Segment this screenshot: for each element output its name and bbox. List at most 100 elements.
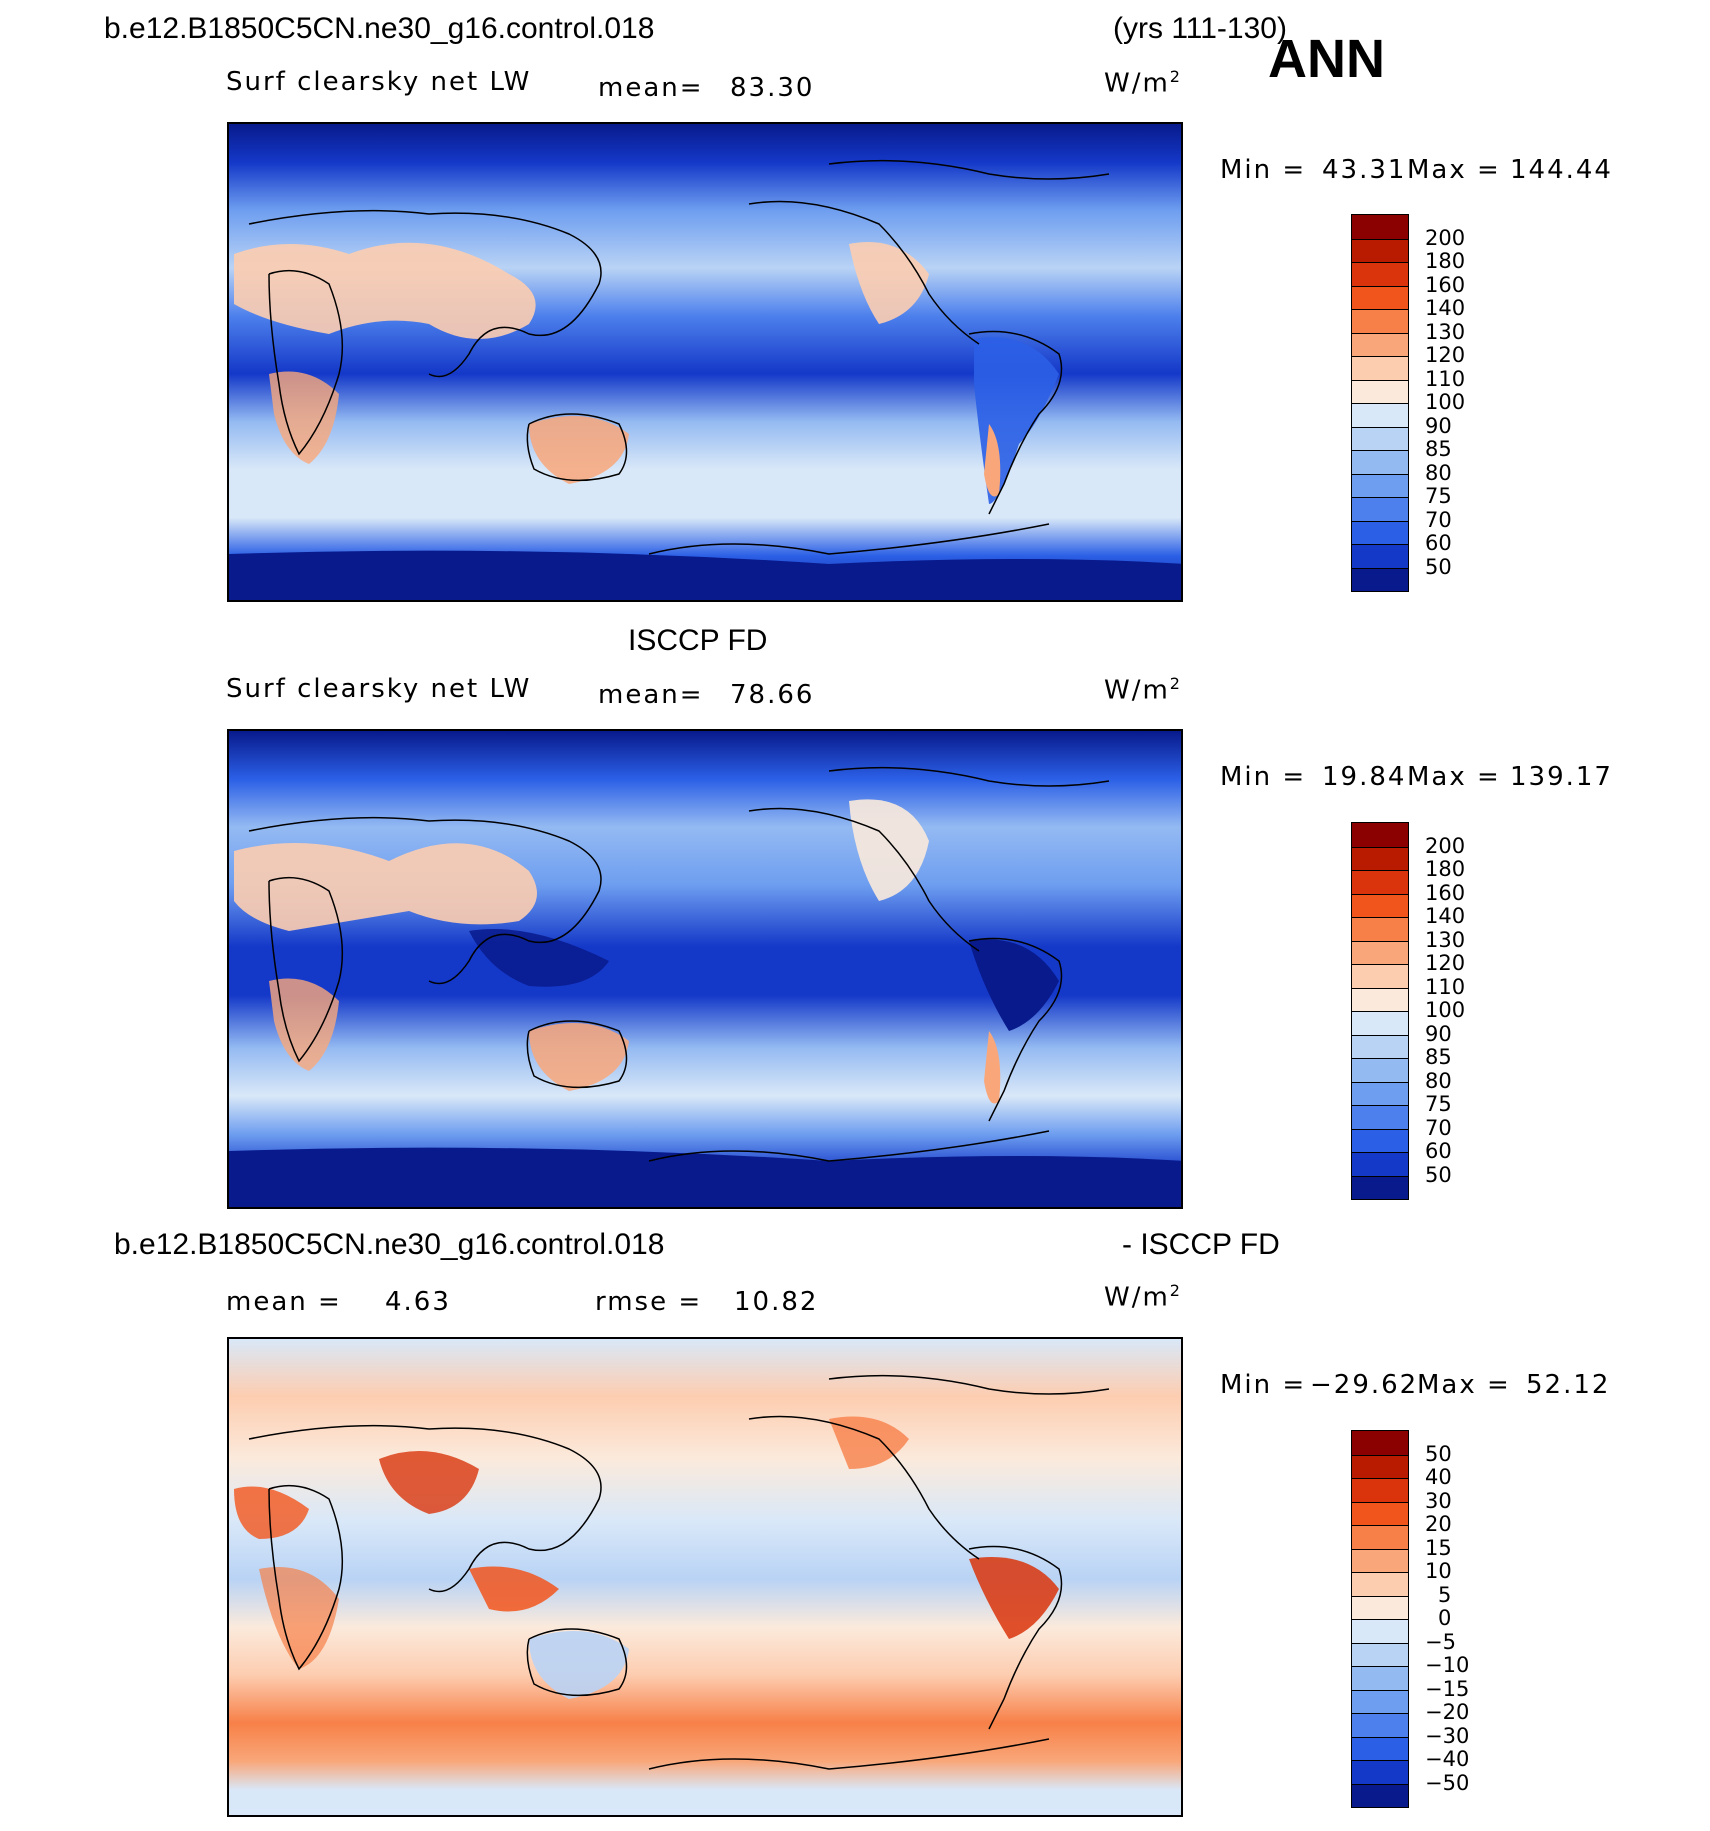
colorbar-tick-label: 200 bbox=[1425, 833, 1466, 858]
colorbar-swatch bbox=[1352, 1642, 1408, 1666]
colorbar-tick-label: 50 bbox=[1425, 1441, 1452, 1466]
colorbar-swatch bbox=[1352, 1760, 1408, 1784]
colorbar-tick-label: 120 bbox=[1425, 951, 1466, 975]
panel1-variable: Surf clearsky net LW bbox=[226, 67, 532, 97]
colorbar-tick-label: 70 bbox=[1425, 507, 1452, 532]
colorbar-swatch bbox=[1352, 567, 1408, 591]
colorbar-swatch bbox=[1352, 1105, 1408, 1129]
case-title: b.e12.B1850C5CN.ne30_g16.control.018 bbox=[104, 12, 655, 45]
colorbar-tick-label: 100 bbox=[1425, 998, 1466, 1022]
season-label: ANN bbox=[1268, 29, 1385, 89]
colorbar-swatch bbox=[1352, 917, 1408, 941]
panel3-mean-label: mean = bbox=[226, 1287, 342, 1317]
colorbar-tick-label: 60 bbox=[1425, 531, 1452, 555]
colorbar-swatch bbox=[1352, 893, 1408, 917]
panel3-title-right: - ISCCP FD bbox=[1122, 1228, 1280, 1261]
colorbar-tick-label: 90 bbox=[1425, 1021, 1452, 1046]
panel3-units: W/m2 bbox=[1104, 1281, 1182, 1313]
panel1-max-label: Max = bbox=[1407, 155, 1501, 185]
colorbar-swatch bbox=[1352, 1689, 1408, 1713]
colorbar-swatch bbox=[1352, 1431, 1408, 1455]
colorbar-tick-label: 40 bbox=[1425, 1465, 1452, 1489]
colorbar-tick-label: −40 bbox=[1425, 1747, 1470, 1771]
colorbar-tick-label: 60 bbox=[1425, 1139, 1452, 1163]
colorbar-swatch bbox=[1352, 964, 1408, 988]
colorbar-tick-label: 50 bbox=[1425, 554, 1452, 579]
colorbar-swatch bbox=[1352, 215, 1408, 239]
colorbar-swatch bbox=[1352, 1619, 1408, 1643]
colorbar-tick-label: −5 bbox=[1425, 1629, 1456, 1654]
colorbar-swatch bbox=[1352, 1595, 1408, 1619]
colorbar-swatch bbox=[1352, 1548, 1408, 1572]
colorbar-tick-label: 85 bbox=[1425, 437, 1452, 461]
years-range: (yrs 111-130) bbox=[1113, 12, 1287, 45]
colorbar-swatch bbox=[1352, 1081, 1408, 1105]
panel2-title: ISCCP FD bbox=[628, 624, 768, 657]
colorbar-swatch bbox=[1352, 940, 1408, 964]
colorbar-swatch bbox=[1352, 1034, 1408, 1058]
panel3-max-value: 52.12 bbox=[1526, 1370, 1611, 1400]
colorbar-tick-label: 110 bbox=[1425, 974, 1466, 999]
colorbar-tick-label: −20 bbox=[1425, 1700, 1470, 1724]
colorbar-swatch bbox=[1352, 1501, 1408, 1525]
colorbar-tick-label: −50 bbox=[1425, 1770, 1470, 1795]
panel3-min-value: −29.62 bbox=[1310, 1370, 1419, 1400]
panel3-rmse-value: 10.82 bbox=[734, 1287, 819, 1317]
colorbar-tick-label: 75 bbox=[1425, 484, 1452, 508]
colorbar-tick-label: 130 bbox=[1425, 927, 1466, 952]
colorbar-swatch bbox=[1352, 473, 1408, 497]
panel3-min-label: Min = bbox=[1220, 1370, 1307, 1400]
panel2-mean-value: 78.66 bbox=[730, 680, 815, 710]
panel2-units: W/m2 bbox=[1104, 674, 1182, 706]
colorbar-swatch bbox=[1352, 1736, 1408, 1760]
panel1-min-value: 43.31 bbox=[1322, 155, 1407, 185]
colorbar-swatch bbox=[1352, 379, 1408, 403]
panel3-title-left: b.e12.B1850C5CN.ne30_g16.control.018 bbox=[114, 1228, 665, 1261]
colorbar-swatch bbox=[1352, 309, 1408, 333]
panel3-max-label: Max = bbox=[1417, 1370, 1511, 1400]
colorbar-tick-label: 10 bbox=[1425, 1559, 1452, 1583]
colorbar-swatch bbox=[1352, 285, 1408, 309]
colorbar-tick-label: 180 bbox=[1425, 857, 1466, 881]
colorbar-tick-label: −30 bbox=[1425, 1723, 1470, 1748]
panel1-mean-label: mean= bbox=[598, 73, 704, 103]
colorbar-tick-label: 140 bbox=[1425, 904, 1466, 928]
colorbar-swatch bbox=[1352, 1478, 1408, 1502]
colorbar-swatch bbox=[1352, 1152, 1408, 1176]
colorbar-tick-label: 180 bbox=[1425, 249, 1466, 273]
colorbar-tick-label: 50 bbox=[1425, 1162, 1452, 1187]
panel2-colorbar bbox=[1351, 822, 1409, 1200]
colorbar-swatch bbox=[1352, 1525, 1408, 1549]
colorbar-tick-label: 100 bbox=[1425, 390, 1466, 414]
panel1-mean-value: 83.30 bbox=[730, 73, 815, 103]
colorbar-tick-label: 15 bbox=[1425, 1535, 1452, 1560]
colorbar-swatch bbox=[1352, 846, 1408, 870]
panel3-map bbox=[227, 1337, 1183, 1817]
colorbar-swatch bbox=[1352, 403, 1408, 427]
panel1-max-value: 144.44 bbox=[1510, 155, 1613, 185]
colorbar-swatch bbox=[1352, 520, 1408, 544]
colorbar-swatch bbox=[1352, 238, 1408, 262]
panel1-map bbox=[227, 122, 1183, 602]
colorbar-swatch bbox=[1352, 262, 1408, 286]
panel2-mean-label: mean= bbox=[598, 680, 704, 710]
colorbar-swatch bbox=[1352, 987, 1408, 1011]
colorbar-tick-label: 130 bbox=[1425, 319, 1466, 344]
colorbar-tick-label: −15 bbox=[1425, 1676, 1470, 1701]
colorbar-swatch bbox=[1352, 544, 1408, 568]
colorbar-tick-label: 0 bbox=[1438, 1606, 1452, 1630]
colorbar-tick-label: 20 bbox=[1425, 1512, 1452, 1536]
colorbar-tick-label: 90 bbox=[1425, 413, 1452, 438]
panel2-max-value: 139.17 bbox=[1510, 762, 1613, 792]
colorbar-swatch bbox=[1352, 1454, 1408, 1478]
colorbar-swatch bbox=[1352, 1011, 1408, 1035]
colorbar-swatch bbox=[1352, 332, 1408, 356]
colorbar-swatch bbox=[1352, 1783, 1408, 1807]
colorbar-swatch bbox=[1352, 1175, 1408, 1199]
colorbar-tick-label: 80 bbox=[1425, 460, 1452, 485]
colorbar-swatch bbox=[1352, 450, 1408, 474]
colorbar-tick-label: 70 bbox=[1425, 1115, 1452, 1140]
colorbar-swatch bbox=[1352, 1128, 1408, 1152]
colorbar-swatch bbox=[1352, 426, 1408, 450]
panel1-colorbar bbox=[1351, 214, 1409, 592]
